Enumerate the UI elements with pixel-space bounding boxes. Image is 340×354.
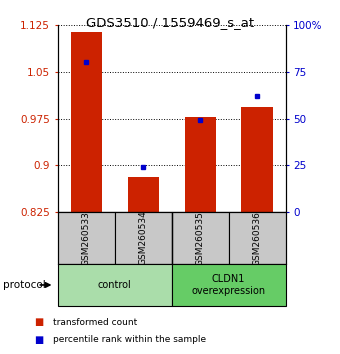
Text: GDS3510 / 1559469_s_at: GDS3510 / 1559469_s_at	[86, 16, 254, 29]
Text: GSM260535: GSM260535	[196, 211, 205, 266]
Bar	[58, 212, 115, 264]
Text: GSM260533: GSM260533	[82, 211, 91, 266]
Text: transformed count: transformed count	[53, 318, 137, 327]
Text: GSM260534: GSM260534	[139, 211, 148, 266]
Bar	[172, 212, 228, 264]
Text: protocol: protocol	[3, 280, 46, 290]
Bar	[172, 264, 286, 306]
Text: ■: ■	[34, 317, 43, 327]
Bar	[128, 177, 159, 212]
Text: GSM260536: GSM260536	[253, 211, 261, 266]
Bar	[228, 212, 286, 264]
Bar	[115, 212, 172, 264]
Bar	[58, 264, 172, 306]
Bar	[185, 117, 216, 212]
Text: ■: ■	[34, 335, 43, 345]
Bar	[71, 32, 102, 212]
Text: control: control	[98, 280, 132, 290]
Text: CLDN1
overexpression: CLDN1 overexpression	[191, 274, 266, 296]
Bar	[241, 107, 273, 212]
Text: percentile rank within the sample: percentile rank within the sample	[53, 335, 206, 344]
